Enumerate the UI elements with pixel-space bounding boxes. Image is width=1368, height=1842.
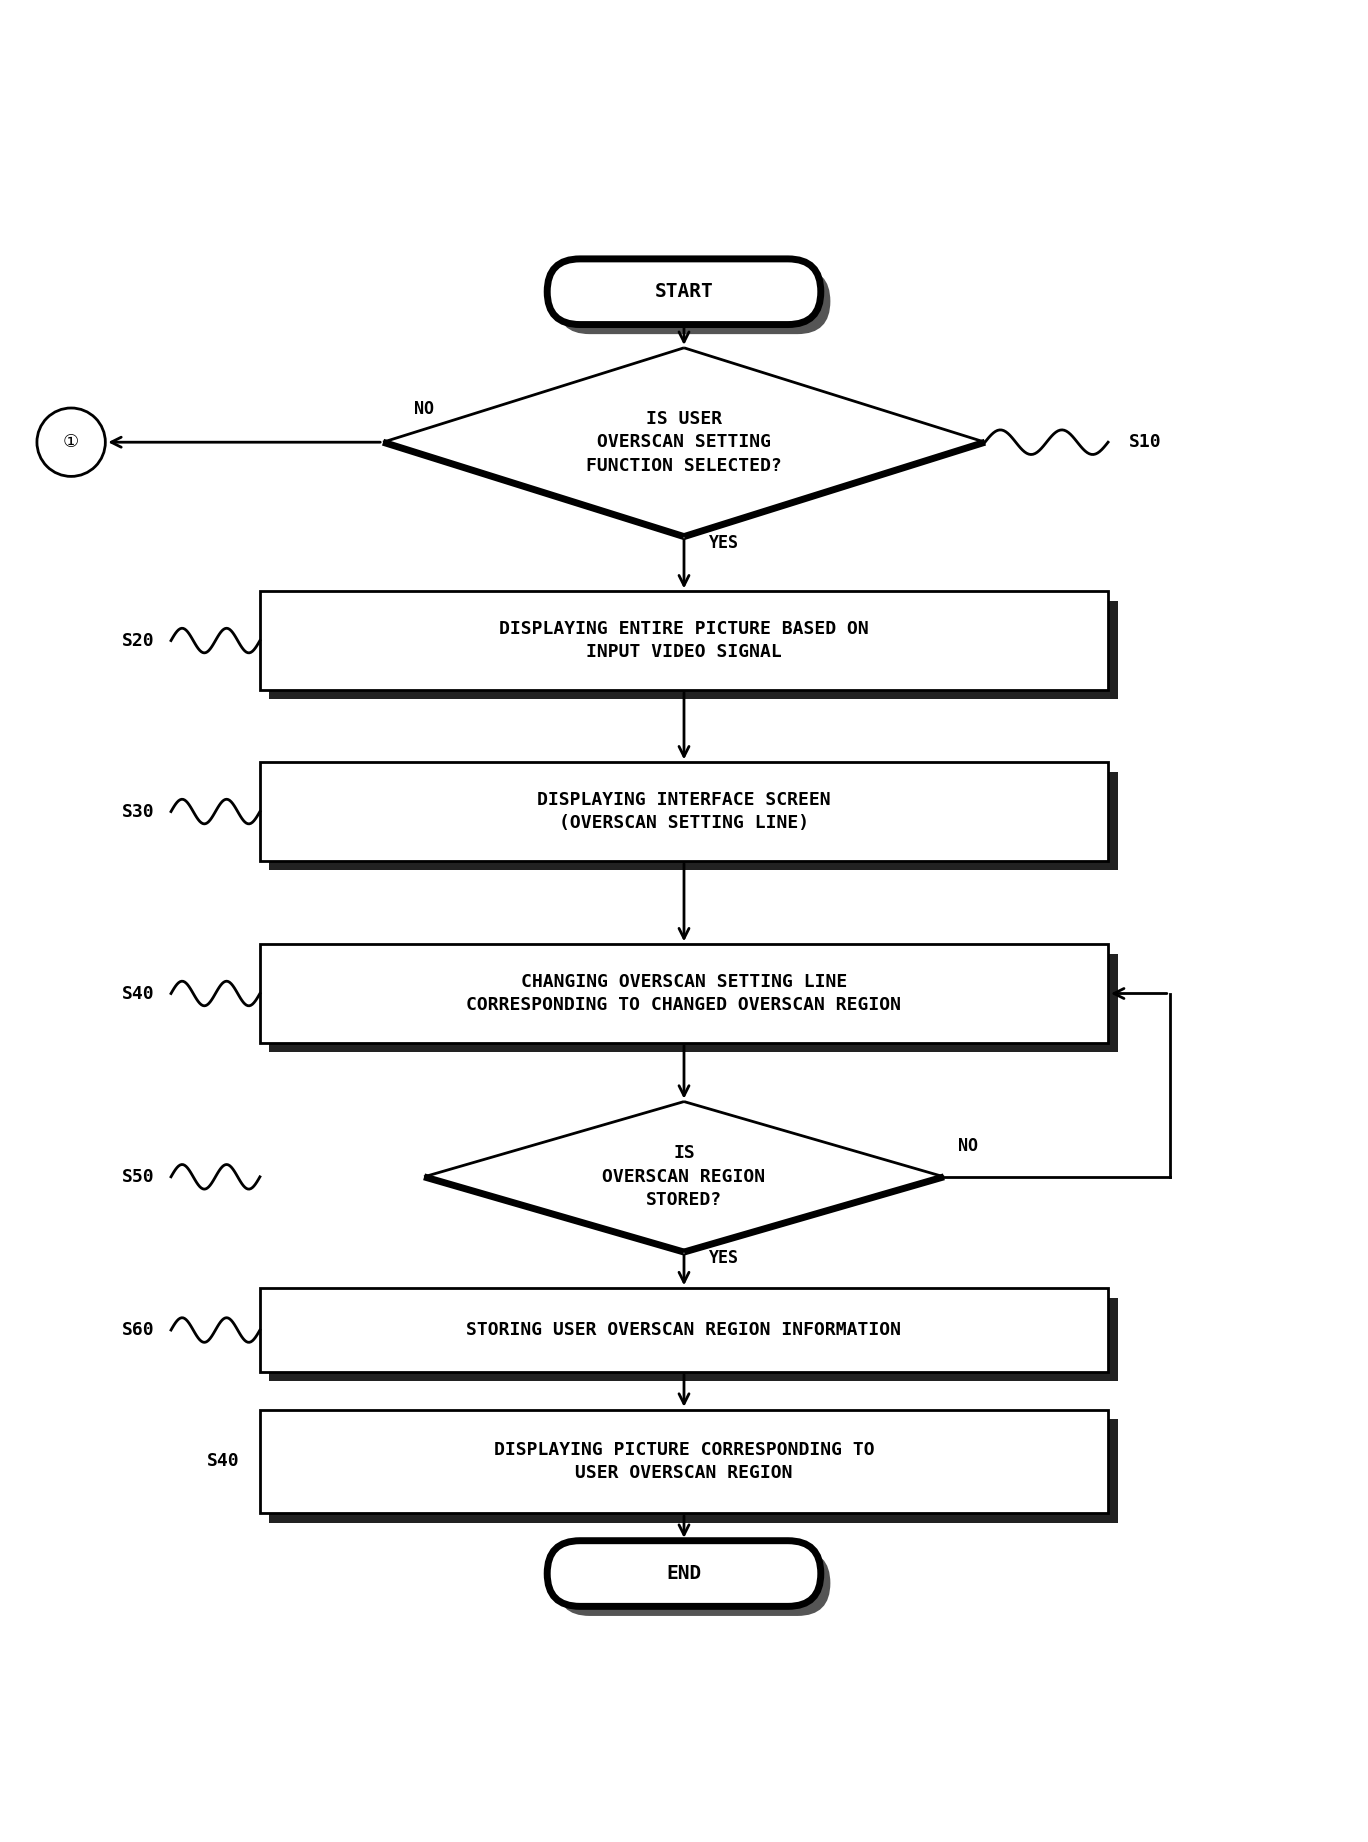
- Text: S50: S50: [122, 1168, 155, 1186]
- FancyBboxPatch shape: [269, 600, 1118, 700]
- Text: S30: S30: [122, 803, 155, 820]
- FancyBboxPatch shape: [557, 269, 830, 333]
- FancyBboxPatch shape: [557, 1551, 830, 1615]
- Text: NO: NO: [958, 1137, 978, 1155]
- FancyBboxPatch shape: [260, 1288, 1108, 1372]
- FancyBboxPatch shape: [269, 1418, 1118, 1523]
- FancyBboxPatch shape: [260, 763, 1108, 860]
- Text: S40: S40: [207, 1451, 239, 1470]
- FancyBboxPatch shape: [269, 1299, 1118, 1382]
- Text: DISPLAYING INTERFACE SCREEN
(OVERSCAN SETTING LINE): DISPLAYING INTERFACE SCREEN (OVERSCAN SE…: [538, 790, 830, 833]
- Text: IS
OVERSCAN REGION
STORED?: IS OVERSCAN REGION STORED?: [602, 1144, 766, 1210]
- FancyBboxPatch shape: [269, 772, 1118, 871]
- FancyBboxPatch shape: [269, 954, 1118, 1052]
- FancyBboxPatch shape: [260, 945, 1108, 1043]
- Text: NO: NO: [415, 400, 434, 418]
- Polygon shape: [424, 1102, 944, 1253]
- Text: START: START: [655, 282, 713, 302]
- FancyBboxPatch shape: [547, 260, 821, 324]
- Text: END: END: [666, 1564, 702, 1582]
- Text: S60: S60: [122, 1321, 155, 1339]
- Text: STORING USER OVERSCAN REGION INFORMATION: STORING USER OVERSCAN REGION INFORMATION: [466, 1321, 902, 1339]
- Text: DISPLAYING ENTIRE PICTURE BASED ON
INPUT VIDEO SIGNAL: DISPLAYING ENTIRE PICTURE BASED ON INPUT…: [499, 619, 869, 661]
- FancyBboxPatch shape: [547, 1540, 821, 1606]
- Text: YES: YES: [709, 1249, 739, 1267]
- Text: IS USER
OVERSCAN SETTING
FUNCTION SELECTED?: IS USER OVERSCAN SETTING FUNCTION SELECT…: [586, 409, 782, 475]
- Text: DISPLAYING PICTURE CORRESPONDING TO
USER OVERSCAN REGION: DISPLAYING PICTURE CORRESPONDING TO USER…: [494, 1440, 874, 1483]
- Text: ①: ①: [63, 433, 79, 451]
- Text: S40: S40: [122, 984, 155, 1002]
- Text: YES: YES: [709, 534, 739, 553]
- Text: S20: S20: [122, 632, 155, 650]
- Text: S10: S10: [1129, 433, 1161, 451]
- FancyBboxPatch shape: [260, 1409, 1108, 1512]
- FancyBboxPatch shape: [260, 591, 1108, 689]
- Text: CHANGING OVERSCAN SETTING LINE
CORRESPONDING TO CHANGED OVERSCAN REGION: CHANGING OVERSCAN SETTING LINE CORRESPON…: [466, 973, 902, 1015]
- Polygon shape: [383, 348, 985, 536]
